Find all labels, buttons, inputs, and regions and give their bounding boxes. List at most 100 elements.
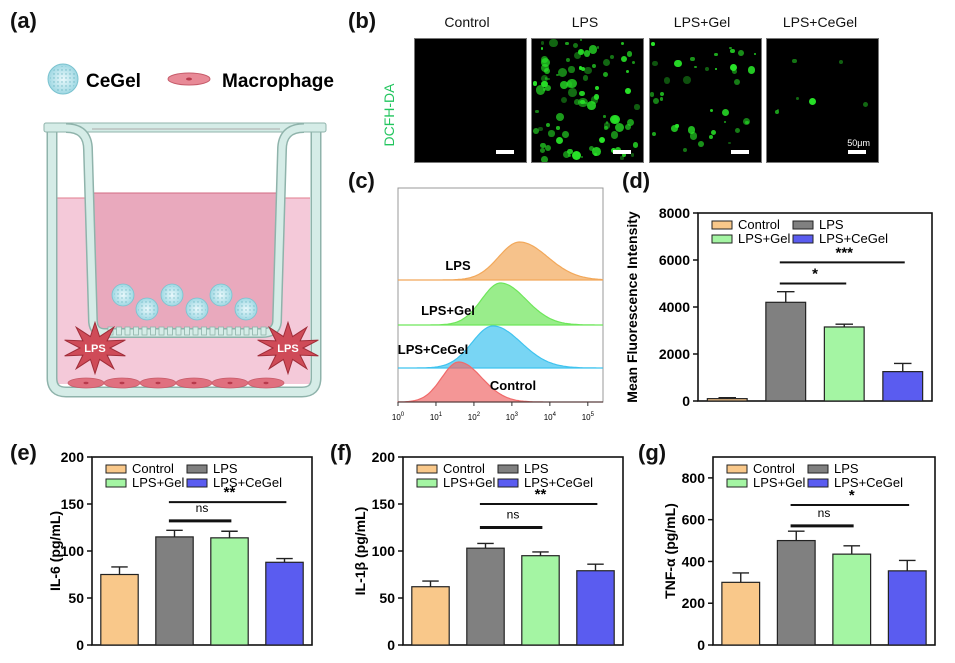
fluorescent-cell: [620, 156, 624, 160]
fluorescent-cell: [604, 125, 608, 130]
significance-label: ***: [835, 244, 853, 261]
fluorescent-cell: [540, 47, 544, 50]
fluorescent-cell: [561, 131, 569, 138]
fluorescent-cell: [583, 49, 591, 57]
micro-title-lps-gel: LPS+Gel: [673, 14, 731, 30]
fluorescent-cell: [621, 42, 625, 46]
panel-label-g: (g): [638, 440, 667, 465]
significance-label: **: [224, 484, 236, 501]
x-tick-label: 103: [506, 412, 519, 422]
bar-control: [721, 581, 761, 646]
fluorescent-cell: [659, 91, 664, 96]
y-tick-label: 50: [68, 590, 84, 606]
fluorescent-cell: [588, 145, 595, 152]
membrane-pore: [218, 326, 224, 336]
fluorescent-cell: [698, 141, 705, 147]
fluorescent-cell: [603, 115, 606, 118]
fluorescent-cell: [704, 67, 709, 72]
fluorescent-cell: [711, 129, 717, 135]
fluorescent-cell: [578, 66, 583, 70]
panel-label-f: (f): [330, 440, 352, 465]
micro-title-control: Control: [444, 14, 490, 30]
x-tick-label: 105: [582, 412, 595, 422]
membrane-pore: [226, 326, 233, 336]
x-tick-label: 104: [544, 412, 557, 422]
membrane-pore: [192, 326, 199, 336]
y-tick-label: 150: [61, 496, 85, 512]
fluorescent-cell: [715, 68, 718, 71]
fluorescent-cell: [710, 108, 714, 112]
fluorescent-cell: [687, 126, 695, 134]
scale-label: 50μm: [847, 138, 870, 148]
fluorescent-cell: [574, 51, 582, 59]
lps-badge-left: LPS: [64, 320, 126, 376]
fluorescent-cell: [776, 108, 780, 111]
fluorescent-cell: [588, 45, 598, 54]
fluorescent-cell: [735, 127, 741, 133]
scale-bar: [731, 150, 749, 154]
legend-macrophage: Macrophage: [167, 71, 334, 92]
fluorescent-cell: [632, 61, 636, 65]
membrane-pore: [260, 326, 267, 336]
fluorescent-cell: [809, 98, 817, 106]
y-axis-label: TNF-α (pg/mL): [662, 503, 678, 599]
scale-bar: [848, 150, 866, 154]
fluorescent-cell: [614, 122, 625, 132]
y-tick-label: 50: [379, 590, 395, 606]
fluorescent-cell: [606, 121, 609, 124]
chart-il1b: IL-1β (pg/mL) 0 50 100 150 200 Control LPS LPS+G…: [315, 445, 635, 658]
membrane-pore: [243, 326, 250, 336]
fluorescent-cell: [535, 84, 546, 95]
fluorescent-cell: [614, 146, 621, 153]
membrane-pore: [209, 326, 216, 336]
fluorescent-cell: [729, 63, 737, 71]
fluorescent-cell: [839, 59, 844, 64]
fluorescent-cell: [591, 64, 596, 69]
legend-label: LPS+CeGel: [213, 475, 282, 490]
fluorescent-cell: [627, 118, 635, 127]
histogram-series: [398, 325, 603, 369]
y-tick-label: 200: [61, 449, 85, 465]
scale-bar: [613, 150, 631, 154]
y-axis-label: IL-6 (pg/mL): [47, 511, 63, 591]
histogram-series: [398, 282, 603, 326]
fluorescent-cell: [578, 49, 584, 55]
fluorescent-cell: [587, 101, 596, 110]
transwell-schematic: CeGel Macrophage LPS: [0, 0, 340, 420]
y-tick-label: 2000: [659, 346, 690, 362]
panel-label-a: (a): [10, 8, 37, 33]
fluorescent-cell: [729, 46, 733, 50]
significance-label: ns: [196, 501, 209, 515]
scale-bar: [496, 150, 514, 154]
lps-badge-right: LPS: [257, 320, 319, 376]
legend-swatch: [105, 464, 127, 474]
fluorescent-cell: [541, 80, 548, 87]
y-tick-label: 100: [61, 543, 85, 559]
y-tick-label: 6000: [659, 252, 690, 268]
fluorescent-cell: [591, 146, 601, 156]
y-tick-label: 800: [682, 470, 706, 486]
fluorescent-cell: [622, 153, 627, 158]
fluorescent-cell: [742, 117, 751, 126]
legend-label: LPS: [213, 461, 238, 476]
microscopy-panel: DCFH-DA Control LPS LPS+Gel LPS+CeGel 50…: [380, 0, 955, 170]
fluorescent-cell: [722, 109, 730, 117]
panel-label-b: (b): [348, 8, 377, 33]
significance-label: ns: [818, 506, 831, 520]
membrane-pore: [116, 326, 122, 336]
fluorescent-cell: [620, 56, 627, 63]
membrane-pore: [150, 326, 156, 336]
fluorescent-cell: [541, 55, 549, 63]
fluorescent-cell: [540, 41, 544, 45]
bar-lps: [155, 536, 194, 646]
fluorescent-cell: [535, 109, 539, 114]
legend-label: LPS+CeGel: [819, 231, 888, 246]
legend-swatch: [792, 220, 814, 230]
fluorescent-cell: [728, 141, 732, 145]
fluorescent-cell: [544, 77, 547, 80]
fluorescent-cell: [545, 85, 552, 92]
fluorescent-cell: [556, 73, 559, 77]
membrane-pore: [141, 326, 148, 336]
fluorescent-cell: [540, 142, 546, 149]
fluorescent-cell: [651, 60, 658, 67]
